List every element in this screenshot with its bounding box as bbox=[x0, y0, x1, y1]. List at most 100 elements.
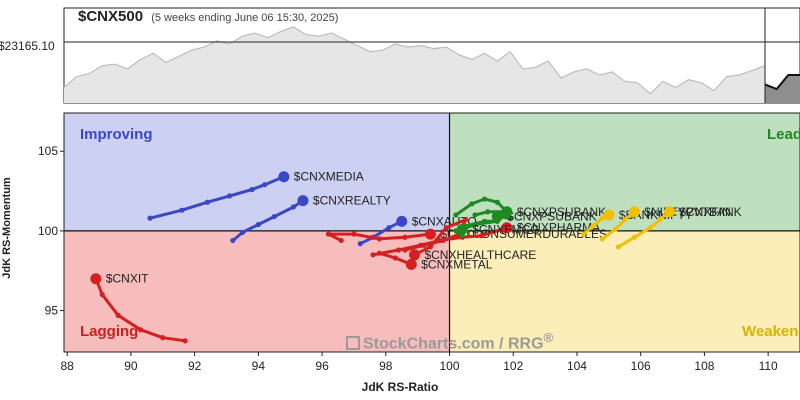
series-tail bbox=[358, 219, 404, 246]
series-point bbox=[239, 229, 246, 236]
series-point bbox=[443, 225, 449, 231]
symbol-title: $CNX500 bbox=[78, 8, 144, 25]
series-cnxfin: $CNXFIN bbox=[615, 205, 731, 250]
x-tick-label: 94 bbox=[252, 359, 266, 373]
series-head-point bbox=[603, 209, 615, 221]
series-point bbox=[647, 225, 653, 231]
series-label: $CNXMEDIA bbox=[294, 170, 364, 184]
series-label: $CNXIT bbox=[106, 272, 149, 286]
series-point bbox=[402, 234, 408, 240]
series-point bbox=[386, 225, 392, 231]
chart-subtitle: (5 weeks ending June 06 15:30, 2025) bbox=[151, 12, 339, 24]
series-point bbox=[427, 244, 434, 250]
quadrant-label-improving: Improving bbox=[80, 126, 153, 143]
price-panel bbox=[63, 7, 800, 104]
series-cnxmedia: $CNXMEDIA bbox=[147, 170, 364, 221]
series-label: $CNXREALTY bbox=[313, 194, 391, 208]
series-point bbox=[255, 221, 261, 228]
series-point bbox=[262, 182, 268, 188]
series-point bbox=[590, 223, 596, 229]
series-point bbox=[481, 218, 488, 224]
price-highlight-line bbox=[764, 74, 800, 91]
series-point bbox=[657, 217, 663, 223]
x-tick-label: 100 bbox=[440, 359, 460, 373]
series-point bbox=[115, 312, 121, 318]
series-point bbox=[615, 244, 621, 250]
series-cnxrealty: $CNXREALTY bbox=[230, 194, 391, 244]
series-point bbox=[392, 255, 398, 261]
series-point bbox=[485, 209, 491, 215]
series-point bbox=[478, 233, 484, 239]
price-highlight-area bbox=[765, 75, 800, 103]
series-head-point bbox=[424, 228, 436, 240]
quadrant-label-lagging: Lagging bbox=[80, 323, 139, 340]
series-head-point bbox=[297, 195, 309, 207]
series-tail bbox=[601, 210, 636, 241]
series-cnxit: $CNXIT bbox=[90, 272, 188, 344]
series-head-point bbox=[491, 211, 503, 223]
series-point bbox=[453, 212, 459, 218]
y-tick-label: 100 bbox=[38, 224, 58, 238]
series-point bbox=[421, 242, 427, 248]
series-point bbox=[580, 231, 586, 237]
series-head-point bbox=[501, 206, 513, 218]
series-point bbox=[612, 226, 618, 232]
series-head-point bbox=[396, 215, 408, 227]
series-point bbox=[271, 213, 277, 220]
series-point bbox=[249, 186, 255, 193]
series-label: $CNXFIN bbox=[679, 205, 730, 219]
watermark-product: RRG bbox=[507, 335, 544, 353]
quadrant-improving bbox=[64, 113, 450, 231]
y-tick-label: 105 bbox=[38, 144, 58, 158]
rrg-frame bbox=[63, 112, 800, 353]
series-point bbox=[357, 241, 363, 247]
series-head-point bbox=[663, 206, 675, 218]
series-point bbox=[99, 292, 105, 298]
series-cnxmetal: $CNXMETAL bbox=[376, 250, 493, 271]
series-point bbox=[472, 212, 478, 218]
series-point bbox=[204, 199, 210, 205]
series-point bbox=[622, 217, 628, 223]
x-tick-label: 92 bbox=[188, 359, 202, 373]
series-point bbox=[599, 236, 606, 242]
series-tail bbox=[94, 277, 187, 343]
series-label: $CNXMETAL bbox=[421, 257, 492, 271]
series-point bbox=[160, 335, 166, 341]
series-point bbox=[338, 237, 344, 244]
x-tick-label: 88 bbox=[61, 359, 75, 373]
stockcharts-logo-icon bbox=[346, 336, 360, 351]
quadrant-weakening bbox=[449, 230, 800, 352]
x-tick-label: 96 bbox=[315, 359, 329, 373]
series-point bbox=[227, 193, 233, 199]
series-point bbox=[147, 215, 153, 221]
x-tick-label: 90 bbox=[124, 359, 138, 373]
series-cnxfmcg: $CNXFMCG bbox=[453, 218, 540, 239]
watermark-separator: / bbox=[499, 335, 504, 353]
series-point bbox=[462, 217, 469, 223]
x-tick-label: 98 bbox=[379, 359, 393, 373]
series-point bbox=[325, 231, 332, 237]
series-point bbox=[182, 338, 188, 344]
series-point bbox=[179, 207, 185, 213]
series-point bbox=[494, 199, 500, 205]
x-tick-label: 104 bbox=[567, 359, 587, 373]
y-tick-label: 95 bbox=[45, 304, 59, 318]
series-head-point bbox=[628, 206, 640, 218]
series-point bbox=[370, 252, 376, 258]
series-point bbox=[290, 204, 297, 210]
series-label: $CNXFMCG bbox=[472, 222, 539, 236]
price-area-fill bbox=[64, 26, 765, 103]
series-head-point bbox=[90, 273, 102, 285]
series-head-point bbox=[405, 258, 417, 270]
series-label: $CNXPSUBANK bbox=[517, 205, 606, 219]
series-point bbox=[469, 201, 475, 207]
series-point bbox=[376, 236, 383, 242]
series-point bbox=[631, 234, 637, 240]
chart-title: $CNX500 (5 weeks ending June 06 15:30, 2… bbox=[78, 8, 338, 25]
watermark-brand: StockCharts.com bbox=[363, 335, 495, 353]
series-point bbox=[351, 231, 357, 237]
series-head-point bbox=[278, 171, 290, 183]
series-point bbox=[395, 247, 402, 253]
watermark-mark: ® bbox=[543, 330, 554, 345]
